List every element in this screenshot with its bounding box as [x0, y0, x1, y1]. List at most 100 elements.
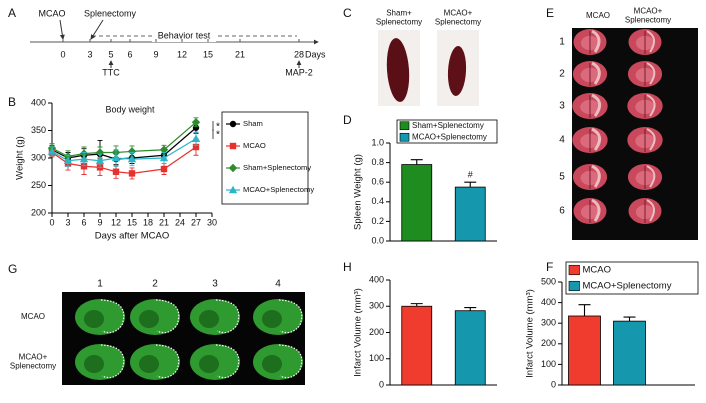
- brain-section-core: [262, 310, 282, 328]
- brain-section-core: [84, 355, 104, 373]
- marker: [112, 168, 120, 175]
- infarct: [591, 127, 602, 151]
- row-label: MCAO+: [19, 353, 48, 362]
- y-tick-label: 200: [369, 327, 384, 337]
- row-label: Splenectomy: [10, 362, 56, 371]
- label-bg: [152, 30, 216, 42]
- y-tick-label: 500: [541, 276, 556, 286]
- legend-label: MCAO+Splenectomy: [412, 132, 487, 141]
- panel-letter: G: [8, 262, 17, 276]
- row-label: 1: [559, 37, 565, 48]
- photo-label: MCAO: [586, 11, 610, 20]
- bar: [401, 164, 433, 242]
- marker: [47, 147, 57, 155]
- panel-letter: B: [8, 95, 16, 109]
- legend-swatch: [568, 264, 580, 276]
- panel-letter: D: [343, 113, 352, 127]
- x-axis-label: Days after MCAO: [95, 231, 169, 242]
- spleen: [386, 38, 410, 102]
- timeline-day: 21: [235, 49, 245, 59]
- marker: [159, 145, 169, 154]
- row-label: MCAO: [21, 312, 45, 321]
- y-axis-label: Spleen Weight (g): [353, 154, 364, 230]
- marker: [192, 143, 200, 151]
- legend-label: MCAO+Splenectomy: [243, 185, 314, 194]
- x-tick-label: 9: [97, 217, 102, 227]
- photo-label: Sham+: [386, 9, 412, 18]
- panel-letter: A: [8, 6, 16, 20]
- infarct: [591, 61, 601, 85]
- y-tick-label: 200: [541, 338, 556, 348]
- brain-section-core: [139, 355, 159, 373]
- y-tick-label: 0: [551, 379, 556, 389]
- infarct: [591, 198, 601, 222]
- x-tick-label: 24: [175, 217, 185, 227]
- legend-label: Sham: [243, 119, 263, 128]
- timeline-day: 9: [153, 49, 158, 59]
- photo-label: MCAO+: [444, 9, 473, 18]
- arrow: [90, 19, 104, 40]
- y-tick-label: 300: [541, 318, 556, 328]
- timeline-day: 6: [127, 49, 132, 59]
- y-tick-label: 100: [541, 359, 556, 369]
- marker: [63, 156, 73, 164]
- timeline-phase: Behavior test: [158, 30, 211, 40]
- timeline-day: 28: [294, 49, 304, 59]
- y-tick-label: 400: [541, 297, 556, 307]
- annotation: *: [216, 130, 220, 141]
- y-tick-label: 0.8: [371, 157, 384, 167]
- chart-title: Body weight: [105, 104, 155, 114]
- bar: [454, 186, 486, 242]
- photo-label: Splenectomy: [376, 18, 422, 27]
- row-label: 2: [559, 69, 565, 80]
- error-bar: [410, 159, 423, 165]
- marker: [95, 156, 105, 164]
- marker: [128, 170, 136, 177]
- brain-section-core: [199, 355, 219, 373]
- timeline-day: 15: [203, 49, 213, 59]
- brain-section-core: [262, 355, 282, 373]
- y-axis-label: Infarct Volume (mm³): [525, 289, 536, 378]
- marker: [191, 134, 201, 142]
- y-tick-label: 400: [369, 274, 384, 284]
- legend-label: Sham+Splenectomy: [243, 163, 311, 172]
- infarct: [646, 199, 656, 222]
- bar: [454, 310, 486, 386]
- timeline-day: 5: [108, 49, 113, 59]
- marker: [80, 163, 88, 170]
- column-label: 3: [212, 279, 218, 290]
- photo-label: Splenectomy: [435, 18, 481, 27]
- y-tick-label: 0: [379, 379, 384, 389]
- y-tick-label: 400: [31, 97, 46, 107]
- bar: [613, 320, 646, 386]
- column-label: 1: [97, 279, 103, 290]
- series-line: [51, 138, 197, 162]
- panel-letter: C: [343, 6, 352, 20]
- column-label: 2: [152, 279, 158, 290]
- x-tick-label: 0: [49, 217, 54, 227]
- marker: [229, 142, 237, 150]
- marker: [192, 124, 200, 131]
- y-tick-label: 200: [31, 207, 46, 217]
- x-tick-label: 6: [81, 217, 86, 227]
- infarct: [646, 94, 656, 117]
- infarct: [646, 128, 656, 151]
- error-bar: [623, 316, 636, 322]
- y-tick-label: 350: [31, 125, 46, 135]
- panel-letter: E: [546, 6, 554, 20]
- legend-swatch: [399, 121, 410, 131]
- y-tick-label: 300: [369, 301, 384, 311]
- row-label: 6: [559, 206, 565, 217]
- infarct: [646, 62, 656, 85]
- brain-section-core: [199, 310, 219, 328]
- legend-box: [396, 119, 498, 144]
- photo-label: Splenectomy: [625, 16, 671, 25]
- marker: [127, 147, 137, 156]
- y-tick-label: 0.2: [371, 216, 384, 226]
- panel-letter: H: [343, 260, 352, 274]
- annotation: *: [216, 122, 220, 133]
- infarct: [591, 29, 601, 53]
- timeline-day: 0: [60, 49, 65, 59]
